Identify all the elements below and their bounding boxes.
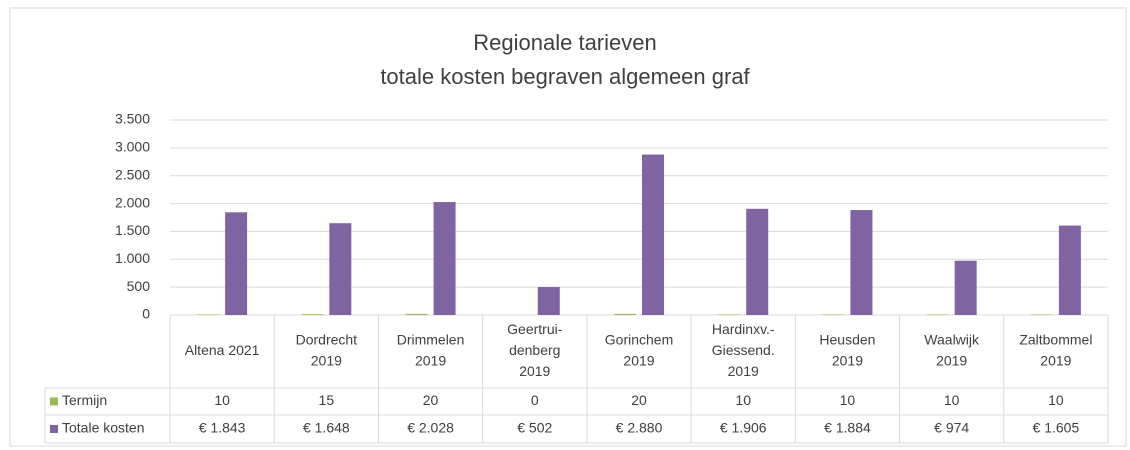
- x-tick-label: Altena 2021: [185, 342, 260, 358]
- bar: [746, 208, 769, 315]
- x-tick-label: Dordrecht: [296, 332, 358, 348]
- bar: [614, 313, 636, 315]
- chart-border: [9, 7, 1127, 447]
- data-label: 10: [1048, 392, 1064, 408]
- bar: [642, 154, 664, 315]
- bar: [225, 212, 248, 315]
- x-tick-label: Heusden: [819, 332, 875, 348]
- x-tick-label: 2019: [728, 363, 759, 379]
- data-label: 20: [631, 392, 647, 408]
- bar: [301, 314, 324, 315]
- x-tick-label: Hardinxv.-: [712, 321, 775, 337]
- data-label: € 1.605: [1033, 420, 1080, 436]
- x-tick-label: 2019: [936, 353, 967, 369]
- data-label: € 1.843: [199, 420, 246, 436]
- data-label: 15: [319, 392, 335, 408]
- x-tick-label: Gorinchem: [605, 332, 673, 348]
- bar: [718, 314, 741, 315]
- data-label: € 1.884: [824, 420, 871, 436]
- chart-title: Regionale tarieven: [473, 30, 656, 55]
- bar: [197, 314, 220, 315]
- data-label: € 974: [934, 420, 969, 436]
- x-tick-label: 2019: [415, 353, 446, 369]
- bar: [1030, 314, 1053, 315]
- x-tick-label: Waalwijk: [924, 332, 980, 348]
- x-tick-label: 2019: [1040, 353, 1071, 369]
- y-tick-label: 2.000: [115, 194, 150, 210]
- bar: [329, 223, 352, 315]
- data-label: € 502: [517, 420, 552, 436]
- x-tick-label: 2019: [311, 353, 342, 369]
- data-label: € 2.028: [407, 420, 454, 436]
- data-label: € 2.880: [616, 420, 663, 436]
- y-tick-label: 1.000: [115, 250, 150, 266]
- y-tick-label: 3.500: [115, 111, 150, 127]
- data-label: 10: [735, 392, 751, 408]
- bar: [405, 313, 428, 315]
- data-label: 10: [214, 392, 230, 408]
- x-tick-label: 2019: [623, 353, 654, 369]
- bar: [926, 314, 949, 315]
- x-tick-label: Zaltbommel: [1019, 332, 1092, 348]
- data-label: € 1.906: [720, 420, 767, 436]
- data-label: € 1.648: [303, 420, 350, 436]
- bar: [822, 314, 845, 315]
- legend-key: [50, 397, 58, 406]
- data-label: 10: [944, 392, 960, 408]
- y-tick-label: 3.000: [115, 139, 150, 155]
- chart-title: totale kosten begraven algemeen graf: [380, 64, 750, 89]
- data-label: 10: [840, 392, 856, 408]
- legend-label: Totale kosten: [62, 420, 145, 436]
- bar: [433, 202, 456, 315]
- x-tick-label: 2019: [832, 353, 863, 369]
- bar: [954, 260, 977, 315]
- x-tick-label: denberg: [509, 342, 560, 358]
- bar: [537, 287, 560, 315]
- x-tick-label: 2019: [519, 363, 550, 379]
- data-label: 20: [423, 392, 439, 408]
- legend-label: Termijn: [62, 392, 107, 408]
- y-tick-label: 1.500: [115, 222, 150, 238]
- x-tick-label: Geertrui-: [507, 321, 563, 337]
- legend-key: [50, 425, 58, 433]
- y-tick-label: 2.500: [115, 166, 150, 182]
- x-tick-label: Drimmelen: [397, 332, 465, 348]
- bar: [1058, 225, 1081, 315]
- y-tick-label: 0: [142, 306, 150, 322]
- y-tick-label: 500: [127, 278, 151, 294]
- data-label: 0: [531, 392, 539, 408]
- bar: [850, 210, 873, 315]
- x-tick-label: Giessend.: [712, 342, 775, 358]
